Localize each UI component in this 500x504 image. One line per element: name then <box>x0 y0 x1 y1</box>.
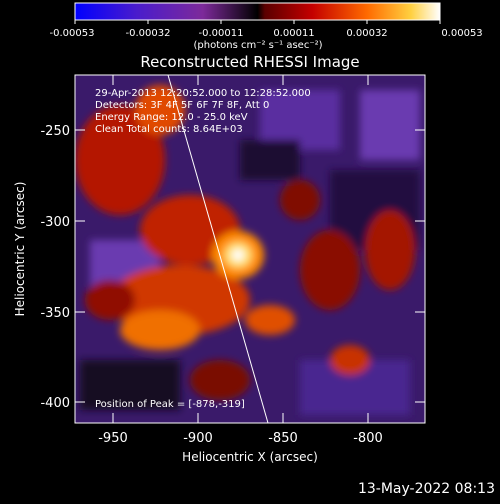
solar-limb-line <box>167 75 269 423</box>
info-clean: Clean Total counts: 8.64E+03 <box>95 124 243 135</box>
colorbar-tick-label: -0.00011 <box>199 28 244 39</box>
x-tick-label: -950 <box>98 431 128 446</box>
rhessi-image <box>75 75 425 423</box>
colorbar-tick-label: 0.00011 <box>273 28 314 39</box>
colorbar-tick-label: -0.00053 <box>50 28 95 39</box>
colorbar-tick-label: 0.00053 <box>441 28 482 39</box>
y-tick-label: -300 <box>40 215 70 230</box>
x-axis-ticks <box>112 75 369 423</box>
plot-frame <box>74 74 426 424</box>
x-tick-label: -850 <box>268 431 298 446</box>
y-tick-label: -350 <box>40 306 70 321</box>
colorbar-gradient <box>74 2 441 21</box>
colorbar-units: (photons cm⁻² s⁻¹ asec⁻²) <box>193 40 322 51</box>
colorbar-tick-label: -0.00032 <box>126 28 171 39</box>
y-tick-label: -400 <box>40 396 70 411</box>
info-detectors: Detectors: 3F 4F 5F 6F 7F 8F, Att 0 <box>95 100 269 111</box>
x-axis-title: Heliocentric X (arcsec) <box>182 450 318 464</box>
info-energy: Energy Range: 12.0 - 25.0 keV <box>95 112 248 123</box>
plot-title: Reconstructed RHESSI Image <box>140 53 359 71</box>
x-tick-label: -800 <box>353 431 383 446</box>
y-axis-title: Heliocentric Y (arcsec) <box>13 182 27 317</box>
peak-position-label: Position of Peak = [-878,-319] <box>95 399 245 410</box>
y-tick-label: -250 <box>40 124 70 139</box>
colorbar: -0.00053 -0.00032 -0.00011 0.00011 0.000… <box>50 2 483 51</box>
colorbar-tick-label: 0.00032 <box>346 28 387 39</box>
info-time-range: 29-Apr-2013 12:20:52.000 to 12:28:52.000 <box>95 88 311 99</box>
x-tick-label: -900 <box>183 431 213 446</box>
y-axis-ticks <box>75 129 425 403</box>
footer-date: 13-May-2022 08:13 <box>358 481 495 497</box>
